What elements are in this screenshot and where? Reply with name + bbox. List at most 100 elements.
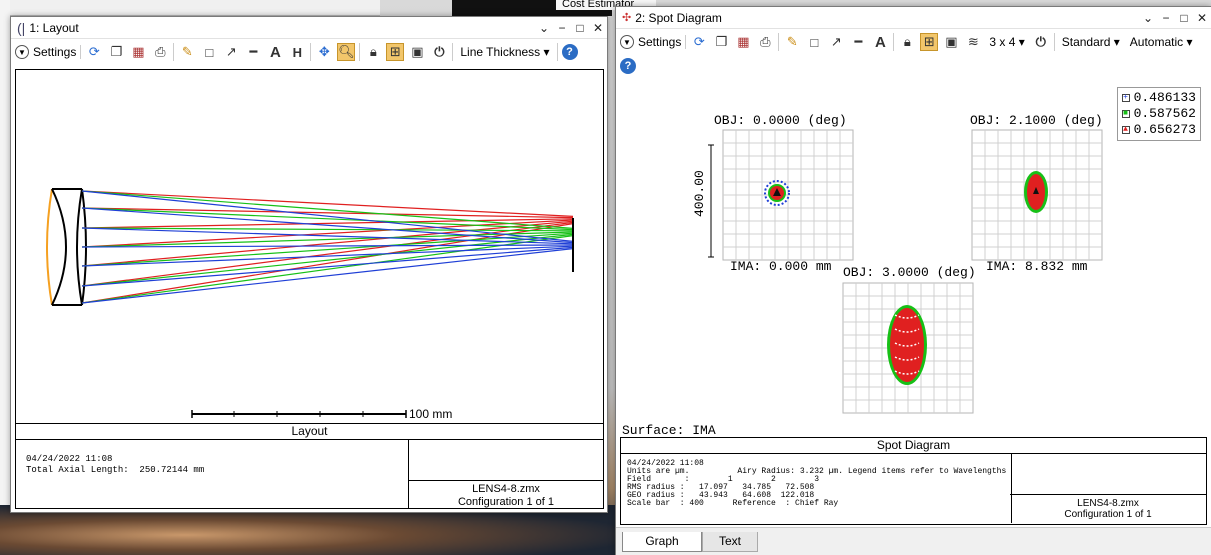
minimize-icon[interactable]: − [558,20,566,35]
text-icon[interactable]: A [874,33,886,51]
info-line: GEO radius : 43.943 64.608 122.018 [627,491,815,500]
toolbar-separator [893,33,895,51]
spot-ima-label-2: IMA: 8.832 mm [986,259,1088,274]
fit-icon[interactable]: ⊞ [920,33,939,51]
spot-field-3 [887,305,927,385]
power-icon[interactable]: ⏻ [434,44,445,59]
spot-footer: Spot Diagram 04/24/2022 11:08 Units are … [620,437,1207,525]
chevron-down-icon: ▼ [15,45,29,59]
ray-line [81,246,574,287]
save-icon[interactable]: ▦ [737,34,750,49]
ray-line [81,233,574,287]
layers-icon[interactable]: ≋ [967,34,979,49]
spot-diagram-icon: ✣ [622,12,632,24]
layout-plot[interactable]: 100 mm [15,69,604,424]
window-icon[interactable]: ▣ [945,34,958,49]
arrow-icon[interactable]: ↗ [225,44,237,59]
spot-grid-field-2 [971,129,1103,261]
info-line: 04/24/2022 11:08 [627,459,704,468]
ray-line [81,227,574,245]
arrow-icon[interactable]: ↗ [830,34,842,49]
spot-ring [894,356,920,361]
ray-line [81,244,574,248]
minimize-icon[interactable]: − [1162,10,1170,25]
settings-label: Settings [33,45,77,59]
spot-toolbar-row2: ? [616,55,1211,77]
dimension-icon[interactable]: H [292,44,303,60]
fit-icon[interactable]: ⊞ [386,43,405,61]
standard-dropdown[interactable]: Standard ▾ [1061,35,1120,49]
pan-icon[interactable]: ✥ [318,44,330,59]
toolbar-separator [173,43,175,61]
zoom-icon[interactable]: 🔍︎ [337,43,356,61]
toolbar-separator [556,43,558,61]
layout-toolbar: ▼ Settings ⟳ ❐ ▦ ⎙ ✎ □ ↗ ━ A H ✥ 🔍︎ 🔒︎ ⊞… [11,39,607,65]
spot-svg [708,129,1103,414]
lock-icon[interactable]: 🔒︎ [903,34,911,49]
layout-titlebar[interactable]: (| 1: Layout ⌄ − □ ✕ [11,17,607,39]
copy-icon[interactable]: ❐ [110,44,123,59]
maximize-icon[interactable]: □ [1180,10,1188,25]
print-icon[interactable]: ⎙ [155,44,166,59]
spot-diagram-window: ✣ 2: Spot Diagram ⌄ − □ ✕ ▼ Settings ⟳ ❐… [615,6,1211,555]
ray-line [81,248,574,304]
spot-obj-label-1: OBJ: 0.0000 (deg) [714,113,847,128]
window-menu-icon[interactable]: ⌄ [1142,10,1154,25]
file-name: LENS4-8.zmx [472,483,540,495]
power-icon[interactable]: ⏻ [1035,34,1046,49]
lens-icon: (| [17,19,26,36]
ray-line [81,207,574,231]
refresh-icon[interactable]: ⟳ [693,34,705,49]
ray-line [81,190,574,242]
pencil-icon[interactable]: ✎ [181,44,193,59]
spot-footer-file: LENS4-8.zmx Configuration 1 of 1 [1010,494,1206,524]
spot-titlebar[interactable]: ✣ 2: Spot Diagram ⌄ − □ ✕ [616,7,1211,29]
tab-graph[interactable]: Graph [622,532,702,552]
configuration-label: Configuration 1 of 1 [457,496,554,508]
ray-line [81,235,574,304]
line-icon[interactable]: ━ [854,34,863,49]
help-icon[interactable]: ? [620,58,636,74]
spot-plot[interactable]: OBJ: 0.0000 (deg) OBJ: 2.1000 (deg) OBJ:… [620,83,1207,438]
spot-ring [894,328,920,333]
refresh-icon[interactable]: ⟳ [88,44,100,59]
grid-dropdown[interactable]: 3 x 4 ▾ [989,35,1025,49]
help-icon[interactable]: ? [561,44,578,60]
rectangle-icon[interactable]: □ [810,34,819,50]
info-line: Units are µm. Airy Radius: 3.232 µm. Leg… [627,467,1007,476]
automatic-dropdown[interactable]: Automatic ▾ [1129,35,1193,49]
settings-button[interactable]: ▼ Settings [620,35,687,49]
cost-estimator-label[interactable]: Cost Estimator [556,0,656,10]
configuration-label: Configuration 1 of 1 [1064,509,1152,520]
tab-text[interactable]: Text [702,532,758,552]
standard-label: Standard [1061,35,1111,49]
window-menu-icon[interactable]: ⌄ [538,20,550,35]
toolbar-separator [452,43,454,61]
print-icon[interactable]: ⎙ [760,34,771,49]
text-icon[interactable]: A [269,43,281,61]
automatic-label: Automatic [1129,35,1184,49]
line-thickness-dropdown[interactable]: Line Thickness ▾ [460,45,550,59]
copy-icon[interactable]: ❐ [715,34,728,49]
ray-line [81,219,574,248]
settings-label: Settings [638,35,682,49]
rectangle-icon[interactable]: □ [205,44,214,60]
info-line: Total Axial Length: 250.72144 mm [26,465,205,475]
maximize-icon[interactable]: □ [576,20,584,35]
close-icon[interactable]: ✕ [1196,10,1208,25]
lock-icon[interactable]: 🔒︎ [369,44,377,59]
close-icon[interactable]: ✕ [592,20,604,35]
legend-label: 0.656273 [1133,122,1196,137]
ray-line [81,220,574,267]
spot-ring [894,342,920,347]
save-icon[interactable]: ▦ [132,44,145,59]
chevron-down-icon: ▼ [620,35,634,49]
ray-line [81,190,574,217]
line-icon[interactable]: ━ [249,44,258,59]
spot-obj-label-2: OBJ: 2.1000 (deg) [970,113,1103,128]
pencil-icon[interactable]: ✎ [786,34,798,49]
window-icon[interactable]: ▣ [411,44,424,59]
spot-toolbar: ▼ Settings ⟳ ❐ ▦ ⎙ ✎ □ ↗ ━ A 🔒︎ ⊞ ▣ ≋ 3 … [616,29,1211,55]
ray-line [81,221,574,287]
settings-button[interactable]: ▼ Settings [15,45,82,59]
